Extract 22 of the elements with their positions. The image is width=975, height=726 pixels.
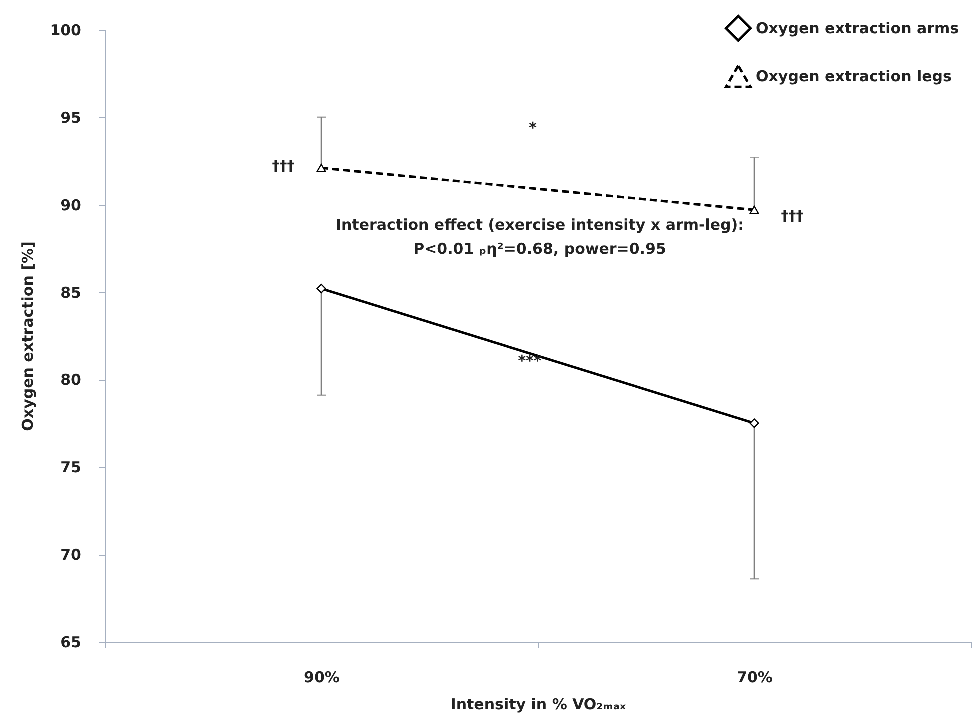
x-axis-title: Intensity in % VO₂ₘₐₓ bbox=[450, 696, 628, 714]
annotation: ††† bbox=[781, 207, 804, 226]
annotation: *** bbox=[518, 352, 542, 370]
y-tick-label: 70 bbox=[60, 546, 82, 564]
annotation: * bbox=[529, 119, 538, 137]
y-axis-title: Oxygen extraction [%] bbox=[19, 242, 38, 432]
y-tick-label: 75 bbox=[60, 458, 82, 477]
annotation: ††† bbox=[272, 157, 296, 176]
point bbox=[316, 284, 326, 294]
y-tick-label: 100 bbox=[50, 22, 82, 40]
y-tick-label: 90 bbox=[60, 196, 82, 214]
y-tick-label: 80 bbox=[60, 371, 82, 390]
annotation: P<0.01 ₚη²=0.68, power=0.95 bbox=[414, 240, 666, 258]
x-tick-label: 70% bbox=[737, 668, 773, 686]
legend-label: Oxygen extraction arms bbox=[756, 20, 960, 38]
annotation: Interaction effect (exercise intensity x arm-leg): bbox=[336, 216, 744, 234]
legend-label: Oxygen extraction legs bbox=[756, 68, 952, 86]
y-tick-label: 65 bbox=[60, 634, 82, 652]
y-tick-label: 85 bbox=[60, 284, 82, 302]
x-tick-label: 90% bbox=[304, 668, 340, 686]
point bbox=[750, 418, 760, 428]
y-tick-label: 95 bbox=[60, 108, 82, 127]
